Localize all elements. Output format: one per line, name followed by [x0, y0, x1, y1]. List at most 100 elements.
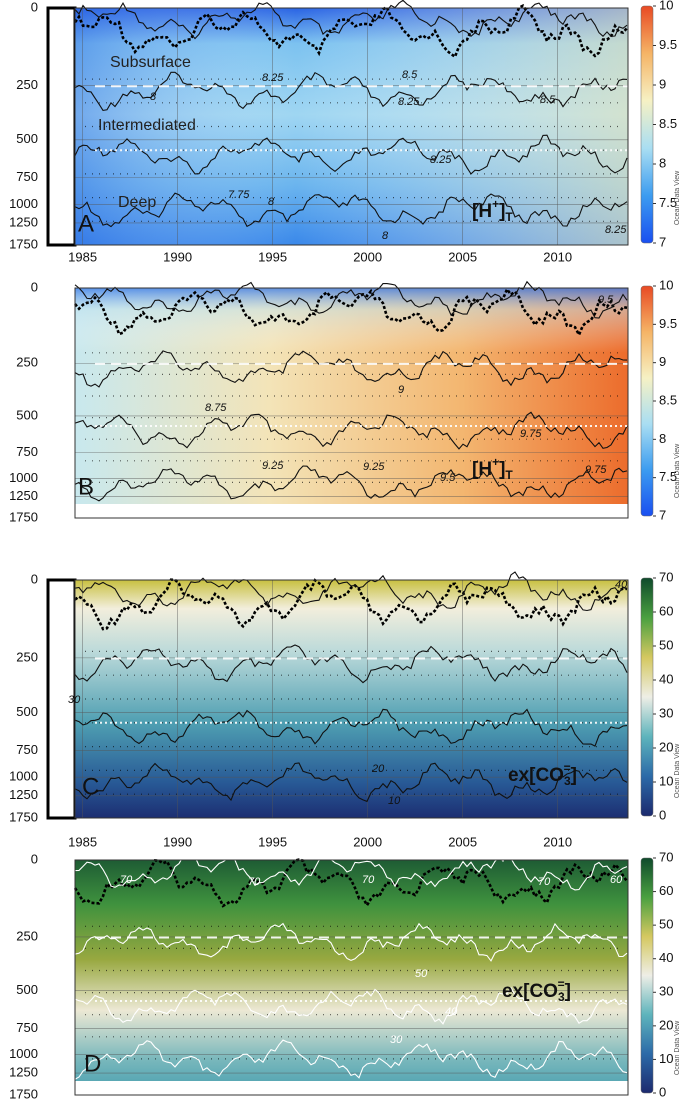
contour-label: 30	[68, 694, 81, 706]
variable-label: ex[CO3=]	[508, 761, 577, 788]
y-tick-label: 1750	[9, 236, 38, 251]
contour-label: 8.25	[605, 224, 627, 236]
plot-frame	[74, 579, 629, 819]
contour-line	[74, 134, 628, 175]
colorbar-tick-label: 9	[659, 76, 666, 91]
contour-line	[74, 0, 628, 40]
colorbar	[640, 577, 654, 817]
colorbar-tick-label: 10	[659, 1051, 673, 1066]
y-tick-label: 1250	[9, 488, 38, 503]
contour-line	[74, 71, 628, 111]
variable-label: [H+]T	[472, 197, 513, 224]
panel-label: C	[82, 773, 99, 800]
contour-label: 8	[150, 91, 157, 103]
colorbar-tick-label: 7	[659, 234, 666, 249]
x-tick-label: 2010	[543, 834, 572, 849]
contour-line	[74, 465, 628, 502]
axis-strip	[46, 6, 77, 247]
contour-label: 8.75	[205, 402, 227, 414]
colorbar-tick-label: 60	[659, 603, 673, 618]
y-tick-label: 0	[31, 851, 38, 866]
colorbar-tick-label: 7	[659, 507, 666, 522]
contour-line	[74, 708, 628, 747]
x-tick-label: 2005	[448, 834, 477, 849]
y-tick-label: 1250	[9, 1065, 38, 1080]
colorbar-tick-label: 0	[659, 807, 666, 822]
contour-label: 10	[388, 795, 401, 807]
contour-line	[74, 986, 628, 1025]
variable-label: ex[CO3=]	[502, 977, 571, 1004]
y-tick-label: 750	[16, 1020, 38, 1035]
colorbar-tick-label: 9.5	[659, 316, 677, 331]
colorbar	[640, 5, 654, 244]
colorbar-tick-label: 10	[659, 277, 673, 292]
y-tick-label: 500	[16, 982, 38, 997]
colorbar-tick-label: 7.5	[659, 195, 677, 210]
x-tick-label: 1995	[258, 834, 287, 849]
panel-label: B	[78, 473, 94, 500]
watermark: Ocean Data View	[674, 443, 681, 498]
variable-sup: +	[492, 197, 499, 211]
contour-label: 8.25	[262, 72, 284, 84]
variable-base: [H	[472, 459, 492, 480]
variable-end: ]	[571, 765, 577, 786]
y-tick-label: 500	[16, 407, 38, 422]
contour-label: 9.75	[520, 428, 542, 440]
contour-label: 8	[268, 196, 275, 208]
contour-label: 9.5	[598, 294, 614, 306]
contour-label: 70	[248, 876, 261, 888]
contour-label: 8.5	[402, 69, 418, 81]
colorbar-tick-label: 8	[659, 155, 666, 170]
contour-line	[74, 280, 628, 319]
variable-sub: 3	[558, 990, 565, 1004]
y-tick-label: 0	[31, 571, 38, 586]
y-tick-label: 750	[16, 444, 38, 459]
surface-contour	[73, 4, 628, 59]
axis-strip	[46, 578, 77, 820]
y-tick-label: 1750	[9, 809, 38, 824]
y-tick-label: 1250	[9, 787, 38, 802]
plot-frame	[74, 7, 629, 246]
colorbar-tick-label: 30	[659, 705, 673, 720]
y-tick-label: 1000	[9, 196, 38, 211]
y-tick-label: 0	[31, 279, 38, 294]
layer-label: Subsurface	[110, 54, 191, 71]
contour-label: 30	[390, 1034, 403, 1046]
colorbar	[640, 285, 654, 517]
y-tick-label: 750	[16, 742, 38, 757]
contour-line	[74, 762, 628, 803]
contour-label: 70	[120, 874, 133, 886]
variable-sup: =	[558, 977, 565, 991]
contour-label: 70	[362, 874, 375, 886]
variable-base: [H	[472, 201, 492, 222]
colorbar-tick-label: 8	[659, 431, 666, 446]
contour-line	[74, 192, 628, 228]
contour-label: 50	[415, 968, 428, 980]
colorbar-tick-label: 7.5	[659, 469, 677, 484]
contour-label: 8.25	[430, 154, 452, 166]
contour-line	[74, 922, 628, 962]
watermark: Ocean Data View	[674, 170, 681, 225]
colorbar-tick-label: 70	[659, 569, 673, 584]
y-tick-label: 1750	[9, 1086, 38, 1101]
variable-base: ex[CO	[508, 765, 564, 786]
x-tick-label: 1985	[68, 834, 97, 849]
variable-end: ]	[499, 201, 505, 222]
colorbar-tick-label: 40	[659, 671, 673, 686]
colorbar-tick-label: 30	[659, 984, 673, 999]
colorbar-tick-label: 50	[659, 637, 673, 652]
x-tick-label: 1985	[68, 249, 97, 264]
surface-contour	[74, 578, 628, 631]
contour-line	[74, 853, 628, 891]
y-tick-label: 0	[31, 0, 38, 14]
y-tick-label: 250	[16, 77, 38, 92]
y-tick-label: 500	[16, 131, 38, 146]
layer-label: Intermediated	[98, 117, 196, 134]
contour-label: 7.75	[228, 189, 250, 201]
y-tick-label: 1000	[9, 470, 38, 485]
contour-line	[74, 571, 628, 612]
colorbar-tick-label: 60	[659, 883, 673, 898]
x-tick-label: 2000	[353, 249, 382, 264]
layer-label: Deep	[118, 194, 156, 211]
